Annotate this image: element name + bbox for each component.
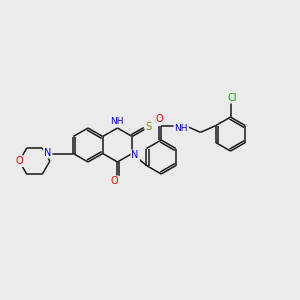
- Text: NH: NH: [175, 124, 188, 133]
- Text: O: O: [155, 114, 163, 124]
- Text: O: O: [111, 176, 118, 186]
- Text: N: N: [131, 151, 139, 160]
- Text: NH: NH: [110, 116, 123, 125]
- Text: Cl: Cl: [228, 93, 237, 103]
- Text: S: S: [146, 122, 152, 132]
- Text: N: N: [44, 148, 52, 158]
- Text: O: O: [15, 156, 23, 166]
